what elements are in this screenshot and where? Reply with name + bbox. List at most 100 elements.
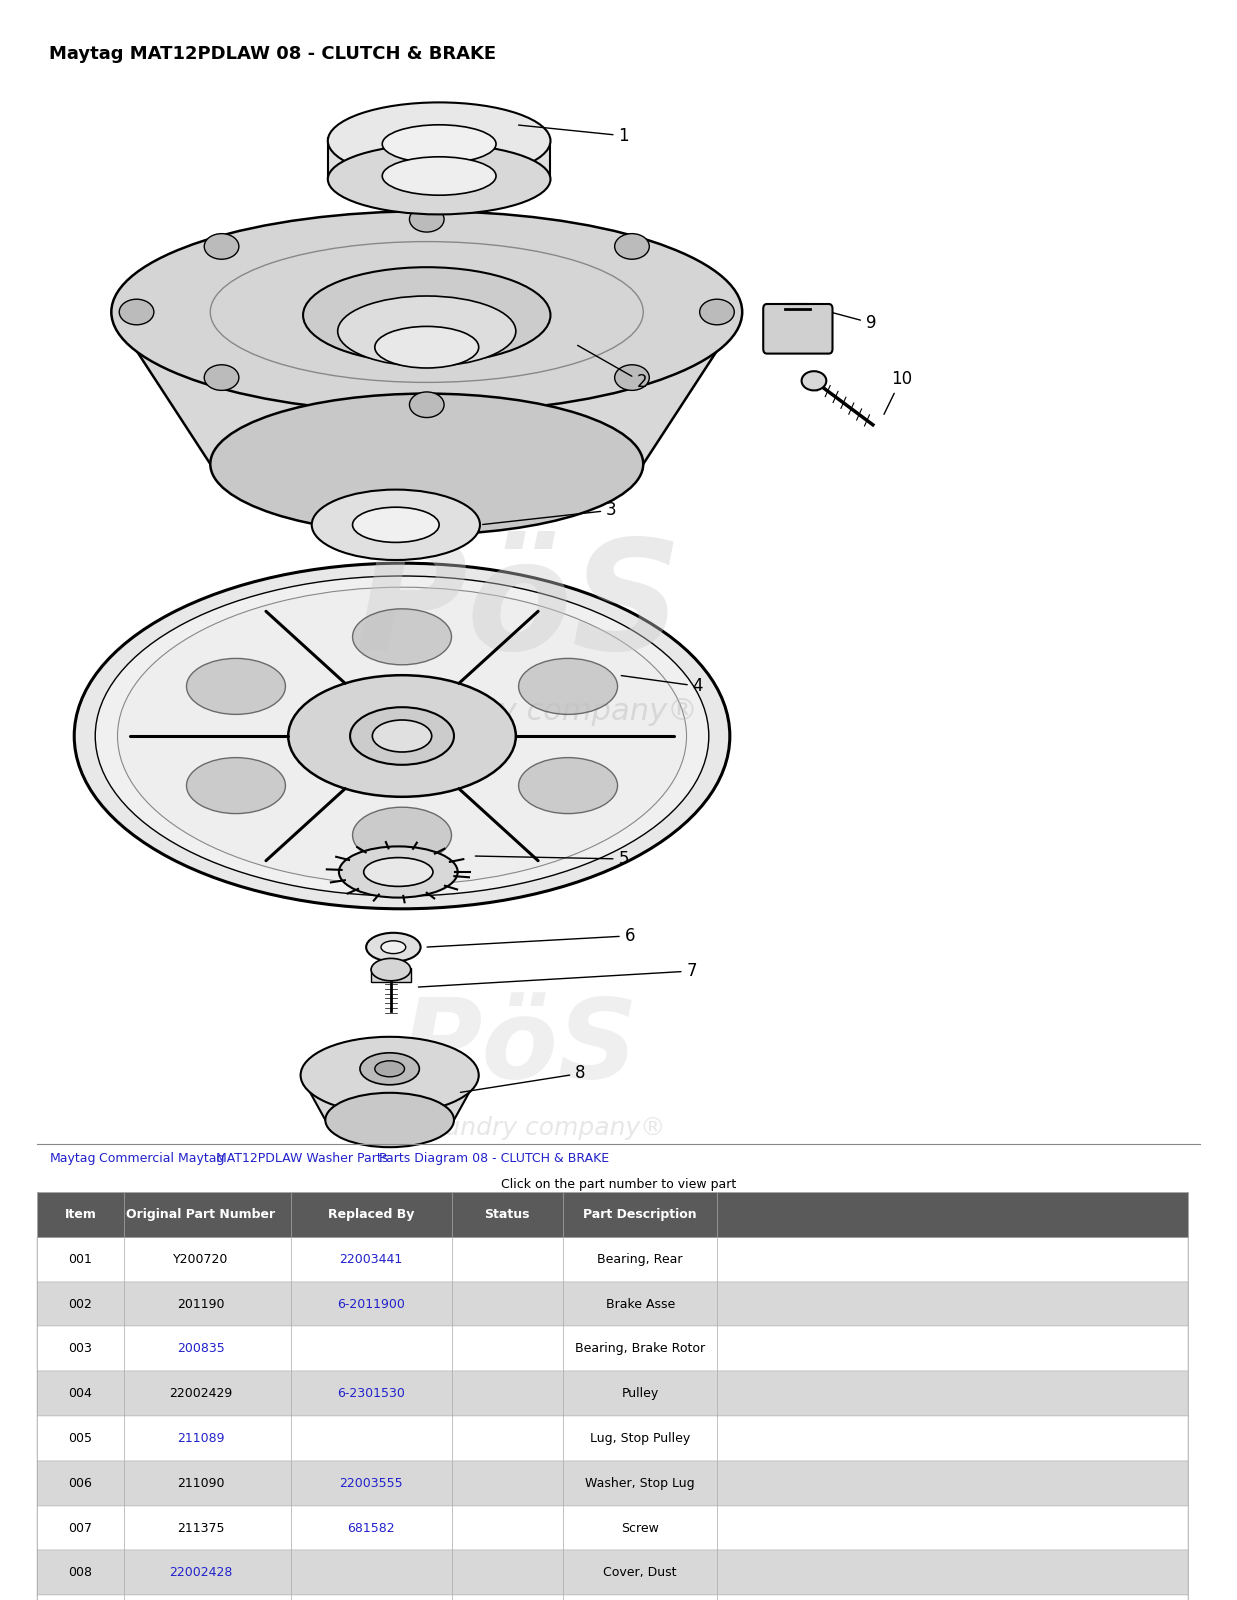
Ellipse shape	[372, 720, 432, 752]
Text: 6-2011900: 6-2011900	[338, 1298, 404, 1310]
FancyBboxPatch shape	[328, 138, 550, 179]
Ellipse shape	[360, 1053, 419, 1085]
FancyBboxPatch shape	[37, 1595, 1188, 1600]
FancyBboxPatch shape	[763, 304, 833, 354]
Text: Commercial Maytag: Commercial Maytag	[99, 1152, 224, 1165]
Ellipse shape	[325, 1093, 454, 1147]
Text: 200835: 200835	[177, 1342, 225, 1355]
Text: Parts Diagram 08 - CLUTCH & BRAKE: Parts Diagram 08 - CLUTCH & BRAKE	[375, 1152, 609, 1165]
Ellipse shape	[353, 608, 452, 664]
FancyBboxPatch shape	[37, 1461, 1188, 1506]
Ellipse shape	[204, 365, 239, 390]
Text: the laundry company®: the laundry company®	[341, 698, 698, 726]
FancyBboxPatch shape	[37, 1326, 1188, 1371]
Text: 681582: 681582	[348, 1522, 395, 1534]
Ellipse shape	[518, 658, 617, 714]
Text: 1: 1	[518, 125, 630, 144]
FancyBboxPatch shape	[37, 1282, 1188, 1326]
Text: 002: 002	[68, 1298, 93, 1310]
Text: Status: Status	[485, 1208, 529, 1221]
Ellipse shape	[615, 365, 649, 390]
Text: 22003555: 22003555	[339, 1477, 403, 1490]
Text: Y200720: Y200720	[173, 1253, 229, 1266]
Ellipse shape	[303, 267, 550, 363]
Ellipse shape	[210, 394, 643, 534]
Ellipse shape	[615, 234, 649, 259]
Ellipse shape	[700, 299, 735, 325]
Text: 211375: 211375	[177, 1522, 225, 1534]
Ellipse shape	[353, 507, 439, 542]
FancyBboxPatch shape	[37, 1416, 1188, 1461]
Text: 008: 008	[68, 1566, 93, 1579]
Text: Click on the part number to view part: Click on the part number to view part	[501, 1178, 736, 1190]
Ellipse shape	[409, 392, 444, 418]
Text: 3: 3	[482, 501, 617, 525]
FancyBboxPatch shape	[371, 968, 411, 982]
Text: 6: 6	[427, 926, 635, 947]
Text: Screw: Screw	[621, 1522, 659, 1534]
Text: 001: 001	[68, 1253, 93, 1266]
Text: 6-2301530: 6-2301530	[338, 1387, 404, 1400]
Text: Pulley: Pulley	[621, 1387, 659, 1400]
Ellipse shape	[119, 299, 153, 325]
Text: 2: 2	[578, 346, 648, 392]
Text: 22003441: 22003441	[339, 1253, 403, 1266]
Text: 003: 003	[68, 1342, 93, 1355]
Text: Maytag: Maytag	[49, 1152, 96, 1165]
Text: Washer, Stop Lug: Washer, Stop Lug	[585, 1477, 695, 1490]
FancyBboxPatch shape	[37, 1371, 1188, 1416]
Ellipse shape	[74, 563, 730, 909]
Ellipse shape	[381, 941, 406, 954]
Text: Replaced By: Replaced By	[328, 1208, 414, 1221]
Ellipse shape	[312, 490, 480, 560]
Ellipse shape	[382, 157, 496, 195]
Text: Part Description: Part Description	[584, 1208, 696, 1221]
Text: Maytag MAT12PDLAW 08 - CLUTCH & BRAKE: Maytag MAT12PDLAW 08 - CLUTCH & BRAKE	[49, 45, 496, 62]
Ellipse shape	[328, 144, 550, 214]
Ellipse shape	[366, 933, 421, 962]
Text: MAT12PDLAW Washer Parts: MAT12PDLAW Washer Parts	[216, 1152, 388, 1165]
FancyBboxPatch shape	[37, 1506, 1188, 1550]
Text: the laundry company®: the laundry company®	[374, 1117, 666, 1139]
Ellipse shape	[353, 806, 452, 862]
Ellipse shape	[371, 958, 411, 981]
Text: Bearing, Brake Rotor: Bearing, Brake Rotor	[575, 1342, 705, 1355]
Ellipse shape	[187, 658, 286, 714]
Ellipse shape	[301, 1037, 479, 1114]
Text: 7: 7	[418, 962, 696, 987]
Text: 22002428: 22002428	[169, 1566, 233, 1579]
Ellipse shape	[95, 576, 709, 896]
Polygon shape	[301, 1075, 479, 1120]
Ellipse shape	[518, 758, 617, 813]
Text: 004: 004	[68, 1387, 93, 1400]
Ellipse shape	[409, 206, 444, 232]
Text: PöS: PöS	[356, 533, 683, 683]
Ellipse shape	[364, 858, 433, 886]
FancyBboxPatch shape	[37, 1192, 1188, 1237]
Text: Original Part Number: Original Part Number	[126, 1208, 276, 1221]
Ellipse shape	[375, 1061, 404, 1077]
Text: Item: Item	[64, 1208, 96, 1221]
Text: 005: 005	[68, 1432, 93, 1445]
Text: 201190: 201190	[177, 1298, 225, 1310]
Text: PöS: PöS	[401, 995, 638, 1101]
Text: Bearing, Rear: Bearing, Rear	[597, 1253, 683, 1266]
Text: Lug, Stop Pulley: Lug, Stop Pulley	[590, 1432, 690, 1445]
Text: 211089: 211089	[177, 1432, 225, 1445]
Polygon shape	[111, 312, 742, 464]
Ellipse shape	[382, 125, 496, 163]
Text: 8: 8	[460, 1064, 585, 1093]
Text: Brake Asse: Brake Asse	[606, 1298, 674, 1310]
Text: 006: 006	[68, 1477, 93, 1490]
Ellipse shape	[328, 102, 550, 179]
Text: 9: 9	[833, 312, 876, 333]
FancyBboxPatch shape	[37, 1550, 1188, 1595]
Text: 5: 5	[475, 850, 628, 867]
Ellipse shape	[338, 296, 516, 366]
Ellipse shape	[288, 675, 516, 797]
Text: 007: 007	[68, 1522, 93, 1534]
Text: Cover, Dust: Cover, Dust	[604, 1566, 677, 1579]
Text: 4: 4	[621, 675, 703, 694]
Ellipse shape	[111, 211, 742, 413]
Text: 211090: 211090	[177, 1477, 225, 1490]
